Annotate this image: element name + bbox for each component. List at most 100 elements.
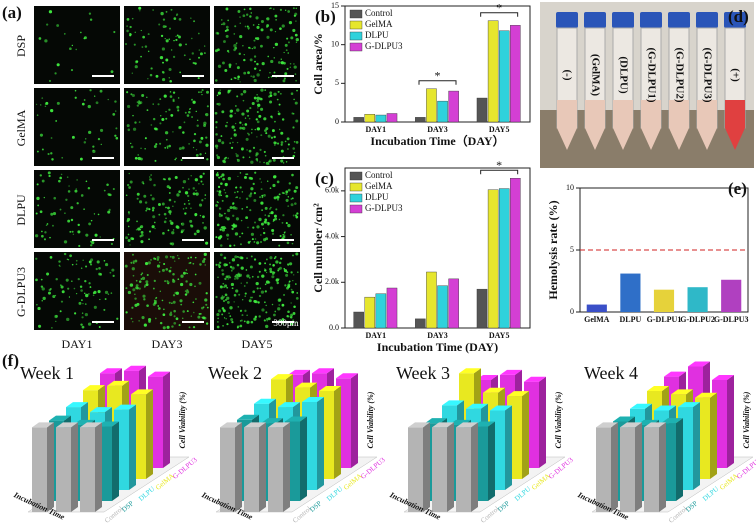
cell-dot bbox=[254, 37, 258, 40]
cell-dot bbox=[233, 76, 236, 79]
cell-dot bbox=[279, 234, 282, 238]
cell-dot bbox=[172, 278, 175, 281]
cell-dot bbox=[285, 222, 288, 225]
cell-dot bbox=[92, 149, 94, 152]
cell-dot bbox=[245, 269, 248, 271]
cell-dot bbox=[37, 306, 41, 311]
cell-dot bbox=[131, 253, 134, 256]
cell-dot bbox=[277, 142, 280, 145]
cell-dot bbox=[97, 290, 101, 294]
cell-dot bbox=[295, 140, 299, 144]
cell-dot bbox=[162, 178, 165, 181]
cell-dot bbox=[237, 159, 240, 162]
cell-dot bbox=[50, 137, 53, 139]
cell-dot bbox=[124, 42, 128, 46]
cell-dot bbox=[224, 277, 227, 281]
cell-dot bbox=[143, 298, 146, 301]
cell-dot bbox=[242, 45, 244, 47]
cell-dot bbox=[129, 283, 134, 287]
cell-dot bbox=[54, 72, 57, 75]
bar-top bbox=[244, 422, 266, 428]
cell-dot bbox=[90, 219, 93, 222]
cell-dot bbox=[253, 258, 257, 261]
cell-dot bbox=[289, 62, 292, 65]
cell-dot bbox=[265, 258, 268, 261]
cell-dot bbox=[217, 276, 219, 278]
scale-label: 300μm bbox=[273, 318, 298, 328]
cell-dot bbox=[260, 181, 263, 183]
cell-dot bbox=[279, 8, 283, 11]
cell-dot bbox=[59, 310, 62, 313]
cell-dot bbox=[156, 258, 160, 261]
cell-dot bbox=[203, 52, 206, 55]
cell-dot bbox=[179, 299, 183, 303]
cell-dot bbox=[149, 73, 153, 77]
cell-dot bbox=[257, 301, 260, 304]
cell-dot bbox=[250, 187, 254, 191]
cell-dot bbox=[193, 132, 197, 136]
cell-dot bbox=[239, 256, 243, 260]
cell-dot bbox=[283, 51, 285, 54]
bar-top bbox=[97, 421, 119, 427]
cell-dot bbox=[295, 252, 299, 256]
cell-dot bbox=[77, 223, 80, 227]
cell-dot bbox=[206, 158, 209, 161]
cell-dot bbox=[216, 201, 219, 203]
cell-dot bbox=[141, 46, 144, 48]
cell-dot bbox=[174, 158, 176, 161]
legend-label: DLPU bbox=[365, 192, 389, 202]
cell-dot bbox=[230, 137, 233, 140]
bar-side bbox=[146, 389, 153, 479]
cell-dot bbox=[140, 231, 144, 234]
cell-dot bbox=[261, 194, 264, 197]
cell-dot bbox=[35, 103, 38, 105]
cell-dot bbox=[134, 65, 138, 69]
bar-top bbox=[336, 373, 358, 379]
cell-dot bbox=[204, 152, 207, 154]
x-tick-label: DAY1 bbox=[366, 331, 387, 340]
cell-dot bbox=[292, 214, 295, 217]
cell-dot bbox=[99, 298, 101, 301]
cell-dot bbox=[195, 154, 199, 157]
cell-dot bbox=[228, 312, 230, 314]
legend-label: DLPU bbox=[365, 30, 389, 40]
cell-dot bbox=[237, 77, 240, 81]
cell-dot bbox=[141, 272, 144, 275]
cell-dot bbox=[188, 326, 191, 329]
significance-mark: * bbox=[435, 68, 441, 82]
cell-dot bbox=[266, 319, 269, 322]
cell-dot bbox=[277, 198, 279, 201]
cell-dot bbox=[187, 178, 190, 180]
bar-side bbox=[659, 422, 666, 512]
cell-dot bbox=[232, 206, 234, 209]
bar bbox=[476, 288, 488, 329]
cell-dot bbox=[244, 25, 247, 28]
cell-dot bbox=[56, 24, 60, 27]
cell-dot bbox=[182, 310, 185, 313]
cell-dot bbox=[170, 113, 174, 117]
row-label: DSP bbox=[14, 35, 28, 57]
cell-dot bbox=[178, 190, 181, 194]
cell-dot bbox=[54, 294, 57, 297]
cell-dot bbox=[292, 147, 295, 150]
cell-dot bbox=[226, 217, 230, 221]
cell-dot bbox=[270, 75, 273, 78]
cell-dot bbox=[199, 214, 202, 217]
cell-dot bbox=[198, 56, 201, 59]
cell-dot bbox=[221, 226, 224, 229]
cell-dot bbox=[236, 256, 239, 258]
cell-dot bbox=[280, 143, 283, 146]
cell-dot bbox=[276, 180, 280, 184]
bar-side bbox=[283, 422, 290, 512]
cell-dot bbox=[85, 180, 88, 183]
cell-dot bbox=[246, 13, 249, 16]
cell-dot bbox=[252, 24, 255, 26]
cell-dot bbox=[275, 260, 279, 264]
cell-dot bbox=[219, 253, 223, 257]
cell-dot bbox=[63, 240, 68, 244]
bar-top bbox=[131, 389, 153, 395]
cell-dot bbox=[267, 221, 270, 225]
cell-dot bbox=[88, 12, 92, 15]
cell-dot bbox=[169, 95, 173, 98]
bar-top bbox=[432, 422, 454, 428]
